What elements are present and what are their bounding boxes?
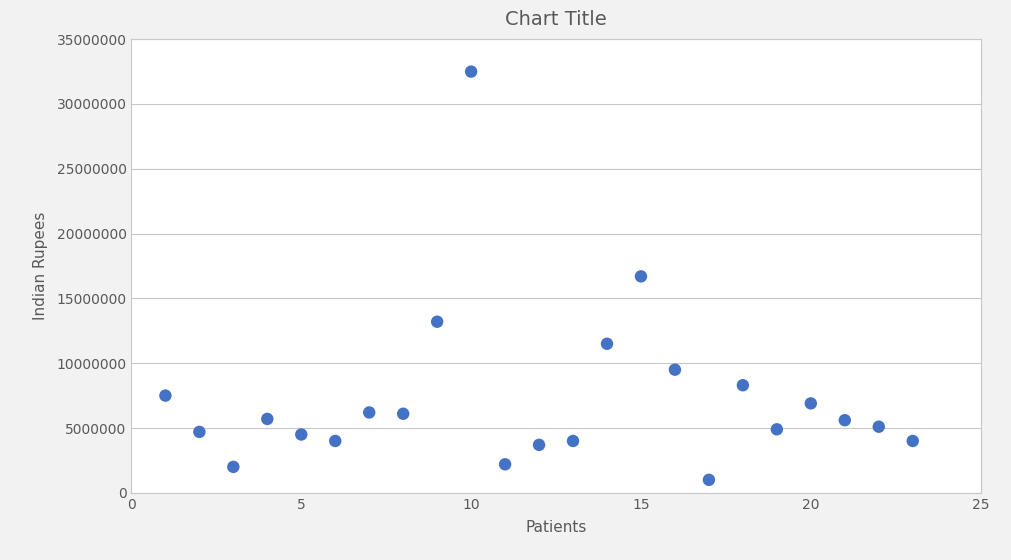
X-axis label: Patients: Patients: [526, 520, 586, 535]
Point: [225, 463, 242, 472]
Point: [905, 436, 921, 445]
Point: [735, 381, 751, 390]
Point: [837, 416, 853, 424]
Point: [667, 365, 683, 374]
Point: [293, 430, 309, 439]
Point: [259, 414, 275, 423]
Point: [328, 436, 344, 445]
Point: [395, 409, 411, 418]
Point: [158, 391, 174, 400]
Point: [361, 408, 377, 417]
Y-axis label: Indian Rupees: Indian Rupees: [33, 212, 49, 320]
Point: [531, 440, 547, 449]
Point: [768, 425, 785, 434]
Point: [565, 436, 581, 445]
Point: [633, 272, 649, 281]
Point: [870, 422, 887, 431]
Point: [463, 67, 479, 76]
Point: [803, 399, 819, 408]
Point: [429, 318, 445, 326]
Point: [701, 475, 717, 484]
Title: Chart Title: Chart Title: [506, 10, 607, 29]
Point: [191, 427, 207, 436]
Point: [599, 339, 615, 348]
Point: [497, 460, 514, 469]
